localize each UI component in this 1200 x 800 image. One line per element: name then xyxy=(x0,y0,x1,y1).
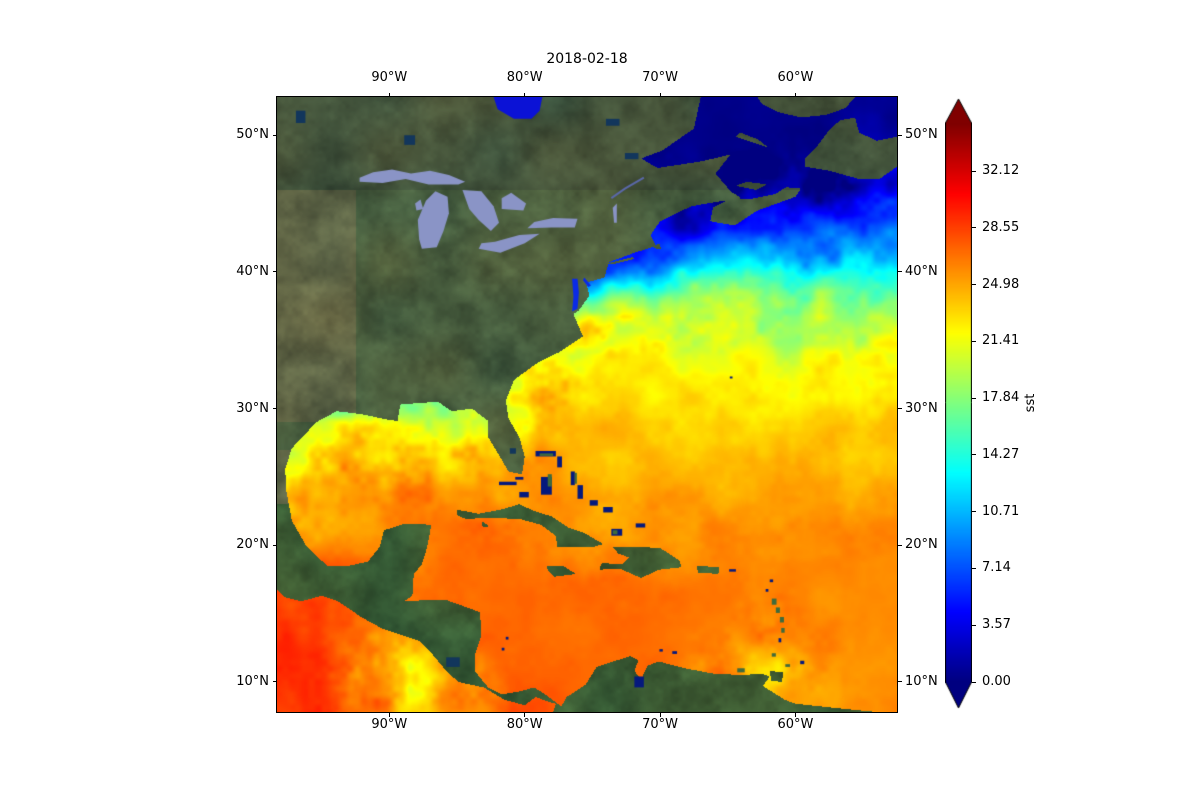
x-tick-label: 70°W xyxy=(642,70,679,85)
x-tick-mark xyxy=(524,713,526,717)
y-tick-label: 10°N xyxy=(236,673,269,689)
y-tick-label: 40°N xyxy=(236,263,269,279)
colorbar-tick-label: 7.14 xyxy=(982,560,1011,576)
colorbar-tick-label: 14.27 xyxy=(982,446,1020,462)
colorbar-tick-label: 0.00 xyxy=(982,674,1011,689)
y-tick-label: 30°N xyxy=(236,400,269,416)
colorbar-tick-mark xyxy=(972,284,976,286)
y-tick-mark xyxy=(898,134,902,136)
colorbar-label: sst xyxy=(1023,393,1038,413)
colorbar-tick-mark xyxy=(972,397,976,399)
x-tick-mark xyxy=(659,93,661,97)
colorbar-tick-mark xyxy=(972,681,976,683)
colorbar-tick-label: 10.71 xyxy=(982,503,1020,519)
x-tick-mark xyxy=(524,93,526,97)
y-tick-label: 30°N xyxy=(905,400,938,416)
x-tick-label: 70°W xyxy=(642,717,679,732)
colorbar-tick-label: 21.41 xyxy=(982,333,1020,349)
colorbar-tick-mark xyxy=(972,340,976,342)
x-tick-mark xyxy=(388,713,390,717)
y-tick-mark xyxy=(273,681,277,683)
colorbar xyxy=(945,97,972,710)
y-tick-mark xyxy=(273,271,277,273)
colorbar-tick-label: 17.84 xyxy=(982,390,1020,406)
colorbar-tick-mark xyxy=(972,227,976,229)
sst-map-canvas xyxy=(277,97,897,712)
x-tick-mark xyxy=(794,93,796,97)
colorbar-tick-label: 32.12 xyxy=(982,163,1020,178)
y-tick-label: 20°N xyxy=(905,537,938,553)
y-tick-label: 40°N xyxy=(905,263,938,279)
colorbar-tick-mark xyxy=(972,624,976,626)
colorbar-tick-mark xyxy=(972,511,976,513)
x-tick-mark xyxy=(794,713,796,717)
y-tick-label: 20°N xyxy=(236,537,269,553)
y-tick-mark xyxy=(273,544,277,546)
colorbar-tick-label: 28.55 xyxy=(982,219,1020,235)
y-tick-mark xyxy=(273,134,277,136)
y-tick-mark xyxy=(898,681,902,683)
x-tick-label: 60°W xyxy=(777,717,814,732)
y-tick-label: 50°N xyxy=(905,127,938,143)
map-frame xyxy=(276,96,898,713)
colorbar-tick-mark xyxy=(972,454,976,456)
y-tick-label: 10°N xyxy=(905,673,938,689)
x-tick-label: 90°W xyxy=(371,717,408,732)
y-tick-mark xyxy=(273,408,277,410)
x-tick-label: 80°W xyxy=(506,717,543,732)
colorbar-tick-label: 24.98 xyxy=(982,276,1020,292)
x-tick-mark xyxy=(388,93,390,97)
colorbar-tick-label: 3.57 xyxy=(982,617,1011,633)
y-tick-mark xyxy=(898,271,902,273)
plot-title: 2018-02-18 xyxy=(546,51,628,67)
x-tick-mark xyxy=(659,713,661,717)
x-tick-label: 60°W xyxy=(777,70,814,85)
y-tick-mark xyxy=(898,544,902,546)
colorbar-tick-mark xyxy=(972,170,976,172)
y-tick-label: 50°N xyxy=(236,127,269,143)
x-tick-label: 80°W xyxy=(506,70,543,85)
x-tick-label: 90°W xyxy=(371,70,408,85)
colorbar-tick-mark xyxy=(972,567,976,569)
y-tick-mark xyxy=(898,408,902,410)
